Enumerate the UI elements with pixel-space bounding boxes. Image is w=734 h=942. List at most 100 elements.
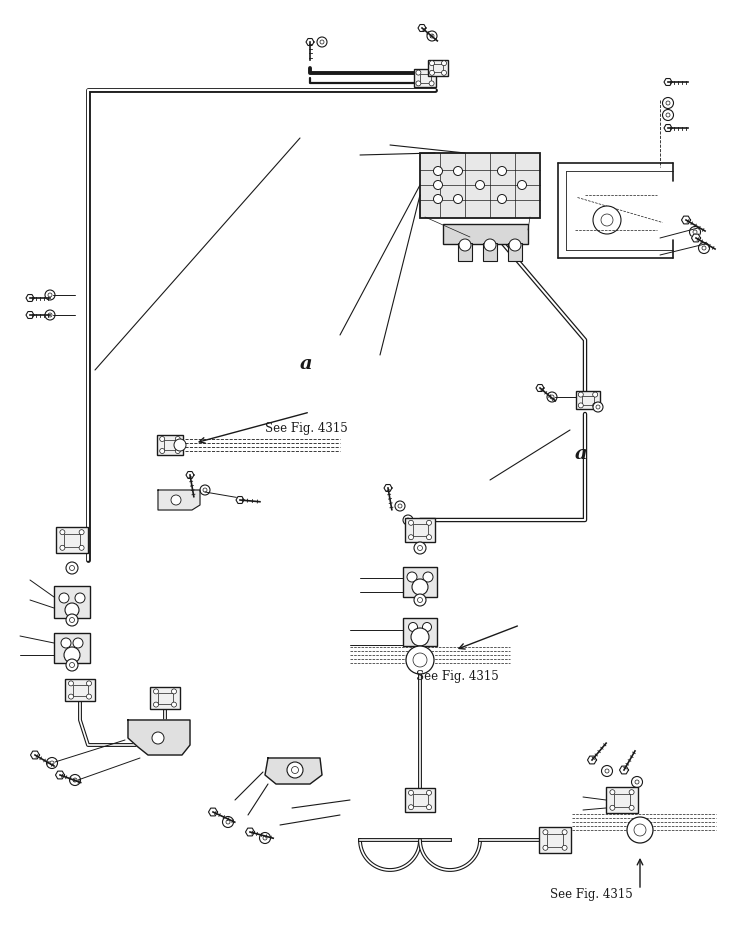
- Polygon shape: [26, 295, 34, 301]
- Circle shape: [70, 565, 74, 571]
- Bar: [576, 391, 600, 409]
- Circle shape: [543, 845, 548, 851]
- Circle shape: [423, 572, 433, 582]
- Polygon shape: [664, 124, 672, 132]
- Circle shape: [484, 239, 496, 251]
- Circle shape: [260, 833, 271, 843]
- Circle shape: [418, 545, 423, 550]
- Circle shape: [426, 520, 432, 526]
- Circle shape: [45, 310, 55, 320]
- Circle shape: [509, 239, 521, 251]
- Polygon shape: [306, 39, 314, 45]
- Circle shape: [48, 293, 52, 297]
- Circle shape: [562, 830, 567, 835]
- Bar: [73, 685, 87, 695]
- Bar: [403, 618, 437, 646]
- Circle shape: [70, 618, 74, 623]
- Circle shape: [429, 71, 435, 75]
- Circle shape: [454, 194, 462, 203]
- Circle shape: [459, 239, 471, 251]
- Circle shape: [627, 817, 653, 843]
- Circle shape: [409, 520, 413, 526]
- Bar: [539, 827, 571, 853]
- Circle shape: [578, 392, 584, 398]
- Circle shape: [426, 535, 432, 540]
- Circle shape: [46, 757, 57, 769]
- Bar: [428, 60, 448, 76]
- Circle shape: [172, 689, 176, 694]
- Circle shape: [689, 226, 700, 237]
- Circle shape: [543, 830, 548, 835]
- Circle shape: [498, 194, 506, 203]
- Circle shape: [175, 436, 181, 442]
- Circle shape: [73, 778, 77, 782]
- Bar: [614, 793, 630, 806]
- Circle shape: [693, 230, 697, 234]
- Circle shape: [418, 597, 423, 603]
- Circle shape: [64, 647, 80, 663]
- Circle shape: [593, 402, 603, 412]
- Circle shape: [635, 780, 639, 784]
- Circle shape: [320, 40, 324, 44]
- Circle shape: [59, 593, 69, 603]
- Circle shape: [70, 774, 81, 786]
- Bar: [413, 524, 427, 536]
- Circle shape: [426, 804, 432, 810]
- Bar: [158, 692, 172, 704]
- Circle shape: [317, 37, 327, 47]
- Circle shape: [73, 638, 83, 648]
- Text: a: a: [300, 355, 313, 373]
- Polygon shape: [691, 235, 700, 242]
- Circle shape: [79, 529, 84, 535]
- Circle shape: [601, 766, 612, 776]
- Polygon shape: [681, 216, 691, 224]
- Circle shape: [160, 436, 164, 442]
- Circle shape: [547, 392, 557, 402]
- Circle shape: [578, 403, 584, 408]
- Circle shape: [596, 405, 600, 409]
- Bar: [414, 69, 436, 87]
- Polygon shape: [619, 766, 628, 774]
- Bar: [508, 243, 522, 261]
- Circle shape: [68, 694, 73, 699]
- Polygon shape: [418, 24, 426, 31]
- Circle shape: [226, 820, 230, 824]
- Circle shape: [406, 646, 434, 674]
- Text: See Fig. 4315: See Fig. 4315: [550, 888, 633, 901]
- Circle shape: [476, 181, 484, 189]
- Circle shape: [79, 545, 84, 550]
- Circle shape: [65, 603, 79, 617]
- Polygon shape: [31, 751, 40, 759]
- Bar: [420, 73, 431, 83]
- Circle shape: [407, 572, 417, 582]
- Circle shape: [663, 98, 674, 108]
- Circle shape: [160, 448, 164, 453]
- Circle shape: [429, 70, 434, 75]
- Circle shape: [434, 181, 443, 189]
- Bar: [606, 787, 638, 813]
- Circle shape: [414, 594, 426, 606]
- Circle shape: [429, 60, 435, 66]
- Bar: [65, 679, 95, 701]
- Bar: [403, 567, 437, 597]
- Circle shape: [610, 789, 615, 795]
- Circle shape: [48, 313, 52, 317]
- Circle shape: [409, 535, 413, 540]
- Circle shape: [406, 518, 410, 522]
- Circle shape: [200, 485, 210, 495]
- Circle shape: [441, 60, 446, 66]
- Polygon shape: [26, 312, 34, 318]
- Bar: [443, 224, 528, 244]
- Circle shape: [152, 732, 164, 744]
- Polygon shape: [536, 384, 544, 392]
- Text: See Fig. 4315: See Fig. 4315: [265, 422, 348, 435]
- Circle shape: [153, 689, 159, 694]
- Polygon shape: [384, 484, 392, 492]
- Circle shape: [517, 181, 526, 189]
- Circle shape: [87, 694, 92, 699]
- Polygon shape: [186, 472, 194, 479]
- Circle shape: [409, 623, 418, 631]
- Bar: [157, 435, 183, 455]
- Circle shape: [61, 638, 71, 648]
- Polygon shape: [587, 756, 597, 764]
